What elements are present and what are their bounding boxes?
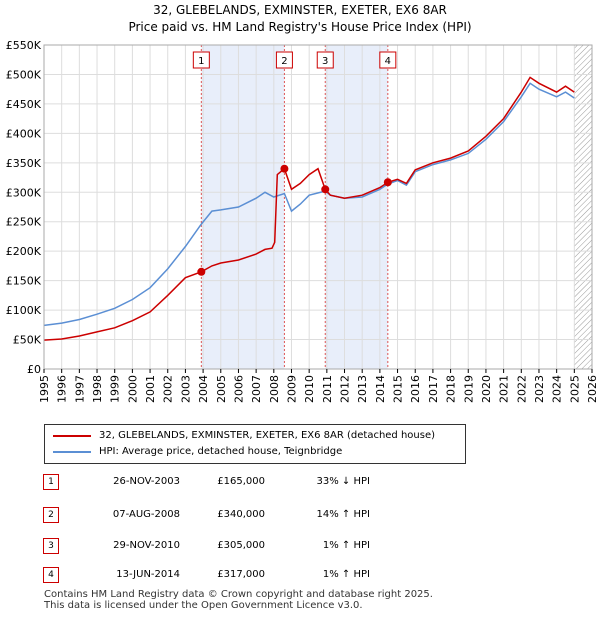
x-tick-label: 1998 bbox=[91, 375, 104, 403]
x-tick-label: 2024 bbox=[551, 375, 564, 403]
legend-label-property: 32, GLEBELANDS, EXMINSTER, EXETER, EX6 8… bbox=[99, 430, 436, 441]
sale-number-label: 2 bbox=[281, 56, 287, 67]
x-tick-label: 2001 bbox=[144, 375, 157, 403]
row-price: £340,000 bbox=[217, 509, 265, 520]
x-tick-label: 2012 bbox=[339, 375, 352, 403]
x-tick-label: 2005 bbox=[215, 375, 228, 403]
row-hpi-change: 1% ↑ HPI bbox=[322, 540, 370, 551]
series-line-property bbox=[43, 76, 575, 341]
sale-point bbox=[321, 185, 330, 194]
row-date: 29-NOV-2010 bbox=[113, 540, 180, 551]
chart-title-line1: 32, GLEBELANDS, EXMINSTER, EXETER, EX6 8… bbox=[153, 3, 447, 17]
row-price: £165,000 bbox=[217, 476, 265, 487]
legend: 32, GLEBELANDS, EXMINSTER, EXETER, EX6 8… bbox=[44, 424, 466, 464]
row-number-badge: 4 bbox=[43, 567, 59, 583]
y-tick-label: £400K bbox=[6, 127, 42, 140]
row-date: 26-NOV-2003 bbox=[113, 476, 180, 487]
plot-border bbox=[43, 44, 593, 370]
x-tick-label: 1995 bbox=[38, 375, 51, 403]
chart-svg: 1 2 3 4 £0 £50K £100K £150K £200K £250K £300K £350… bbox=[6, 39, 599, 403]
y-tick-label: £350K bbox=[6, 157, 42, 170]
x-tick-label: 2022 bbox=[515, 375, 528, 403]
y-tick-label: £550K bbox=[6, 39, 42, 52]
sale-point bbox=[383, 178, 392, 187]
y-tick-label: £200K bbox=[6, 245, 42, 258]
plot-area bbox=[44, 45, 592, 369]
y-tick-label: £150K bbox=[6, 275, 42, 288]
row-hpi-change: 14% ↑ HPI bbox=[316, 509, 370, 520]
y-tick-label: £50K bbox=[13, 334, 42, 347]
sale-number-box bbox=[316, 51, 334, 69]
chart-title: 32, GLEBELANDS, EXMINSTER, EXETER, EX6 8… bbox=[0, 2, 600, 36]
y-tick-label: £0 bbox=[27, 363, 41, 376]
sale-number-box bbox=[379, 51, 397, 69]
x-tick-label: 2007 bbox=[250, 375, 263, 403]
row-date: 07-AUG-2008 bbox=[112, 509, 180, 520]
footer-license: This data is licensed under the Open Gov… bbox=[44, 600, 363, 611]
row-price: £305,000 bbox=[217, 540, 265, 551]
x-tick-label: 2025 bbox=[568, 375, 581, 403]
sale-number-box bbox=[275, 51, 293, 69]
x-tick-label: 2009 bbox=[285, 375, 298, 403]
y-tick-label: £250K bbox=[6, 216, 42, 229]
row-number-badge: 2 bbox=[43, 507, 59, 523]
x-tick-label: 2023 bbox=[533, 375, 546, 403]
x-tick-label: 2017 bbox=[427, 375, 440, 403]
sale-number-box bbox=[192, 51, 210, 69]
chart-title-line2: Price paid vs. HM Land Registry's House … bbox=[128, 20, 472, 34]
x-tick-label: 2019 bbox=[462, 375, 475, 403]
x-tick-label: 2015 bbox=[392, 375, 405, 403]
sale-number-label: 1 bbox=[198, 56, 204, 67]
forecast-hatch bbox=[574, 45, 592, 369]
x-tick-label: 2010 bbox=[303, 375, 316, 403]
x-tick-label: 1997 bbox=[73, 375, 86, 403]
y-tick-label: £500K bbox=[6, 68, 42, 81]
legend-swatch-hpi bbox=[53, 451, 91, 453]
x-tick-label: 2016 bbox=[409, 375, 422, 403]
y-tick-label: £300K bbox=[6, 186, 42, 199]
sale-number-label: 3 bbox=[322, 56, 328, 67]
legend-label-hpi: HPI: Average price, detached house, Teig… bbox=[99, 446, 343, 457]
x-tick-label: 2000 bbox=[126, 375, 139, 403]
sale-number-label: 4 bbox=[385, 56, 391, 67]
sale-point bbox=[197, 267, 206, 276]
row-hpi-change: 1% ↑ HPI bbox=[322, 569, 370, 580]
row-number-badge: 1 bbox=[43, 474, 59, 490]
x-tick-label: 2020 bbox=[480, 375, 493, 403]
table-row: 4 13-JUN-2014 £317,000 1% ↑ HPI bbox=[0, 566, 600, 584]
x-tick-label: 2013 bbox=[356, 375, 369, 403]
footer-copyright: Contains HM Land Registry data © Crown c… bbox=[44, 589, 433, 600]
legend-swatch-property bbox=[53, 435, 91, 437]
y-tick-label: £100K bbox=[6, 304, 42, 317]
x-tick-label: 2011 bbox=[321, 375, 334, 403]
x-tick-label: 2021 bbox=[498, 375, 511, 403]
x-tick-label: 2026 bbox=[586, 375, 599, 403]
row-hpi-change: 33% ↓ HPI bbox=[316, 476, 370, 487]
y-tick-label: £450K bbox=[6, 98, 42, 111]
row-date: 13-JUN-2014 bbox=[116, 569, 180, 580]
sale-point bbox=[280, 164, 289, 173]
shaded-period bbox=[201, 45, 285, 369]
x-tick-label: 2018 bbox=[445, 375, 458, 403]
x-tick-label: 2014 bbox=[374, 375, 387, 403]
table-row: 1 26-NOV-2003 £165,000 33% ↓ HPI bbox=[0, 473, 600, 491]
x-tick-label: 1996 bbox=[56, 375, 69, 403]
x-tick-label: 2002 bbox=[162, 375, 175, 403]
x-tick-label: 2006 bbox=[232, 375, 245, 403]
series-line-hpi bbox=[43, 82, 575, 327]
row-number-badge: 3 bbox=[43, 538, 59, 554]
x-tick-label: 2003 bbox=[179, 375, 192, 403]
x-tick-label: 2008 bbox=[268, 375, 281, 403]
row-price: £317,000 bbox=[217, 569, 265, 580]
x-tick-label: 1999 bbox=[109, 375, 122, 403]
table-row: 2 07-AUG-2008 £340,000 14% ↑ HPI bbox=[0, 506, 600, 524]
table-row: 3 29-NOV-2010 £305,000 1% ↑ HPI bbox=[0, 537, 600, 555]
footer: Contains HM Land Registry data © Crown c… bbox=[44, 589, 433, 611]
x-tick-label: 2004 bbox=[197, 375, 210, 403]
shaded-period bbox=[325, 45, 388, 369]
